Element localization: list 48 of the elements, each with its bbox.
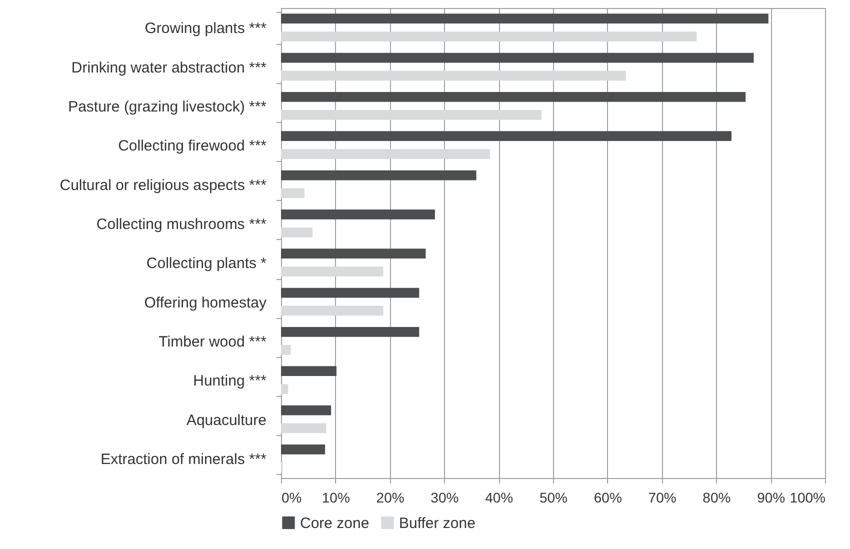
bar	[281, 70, 626, 81]
y-tick-label: Collecting firewood ***	[118, 138, 267, 155]
x-tick-label: 100%	[790, 490, 826, 506]
bar	[281, 366, 336, 376]
bar	[281, 14, 768, 24]
y-tick-label: Drinking water abstraction ***	[71, 59, 267, 76]
bar	[281, 32, 697, 42]
bar	[281, 110, 542, 120]
bar	[281, 423, 326, 434]
x-tick-label: 60%	[594, 490, 622, 506]
x-tick-label: 90%	[757, 490, 786, 506]
bar	[281, 327, 420, 337]
bar	[281, 306, 384, 316]
y-tick-label: Growing plants ***	[144, 20, 267, 38]
y-tick-label: Extraction of minerals ***	[100, 450, 267, 468]
bar	[281, 210, 435, 220]
bar	[281, 248, 426, 259]
y-tick-label: Hunting ***	[193, 372, 267, 390]
bar	[281, 405, 332, 416]
bar	[281, 92, 746, 102]
bar	[281, 384, 288, 394]
x-tick-label: 20%	[376, 490, 404, 506]
bar	[281, 131, 732, 142]
bar	[281, 288, 420, 298]
bar	[281, 188, 304, 198]
x-tick-label: 0%	[282, 490, 302, 506]
bar	[281, 149, 490, 159]
y-tick-label: Collecting plants *	[146, 255, 267, 272]
legend-label: Buffer zone	[399, 514, 476, 532]
bar	[281, 170, 476, 180]
y-tick-label: Aquaculture	[186, 412, 266, 429]
legend-label: Core zone	[300, 514, 370, 532]
x-tick-label: 70%	[648, 490, 676, 506]
x-tick-label: 40%	[485, 490, 514, 506]
y-tick-label: Collecting mushrooms ***	[96, 216, 267, 233]
y-tick-label: Cultural or religious aspects ***	[60, 176, 267, 194]
x-tick-label: 50%	[539, 490, 568, 506]
y-tick-label: Pasture (grazing livestock) ***	[68, 98, 267, 116]
x-tick-label: 80%	[702, 490, 731, 506]
y-tick-label: Offering homestay	[144, 294, 267, 312]
bar	[281, 227, 313, 238]
x-tick-label: 10%	[322, 490, 350, 506]
bar	[281, 444, 326, 454]
bar	[281, 52, 754, 63]
bar	[281, 266, 384, 276]
bar	[281, 344, 291, 355]
x-tick-label: 30%	[430, 490, 459, 506]
y-tick-label: Timber wood ***	[158, 333, 267, 350]
